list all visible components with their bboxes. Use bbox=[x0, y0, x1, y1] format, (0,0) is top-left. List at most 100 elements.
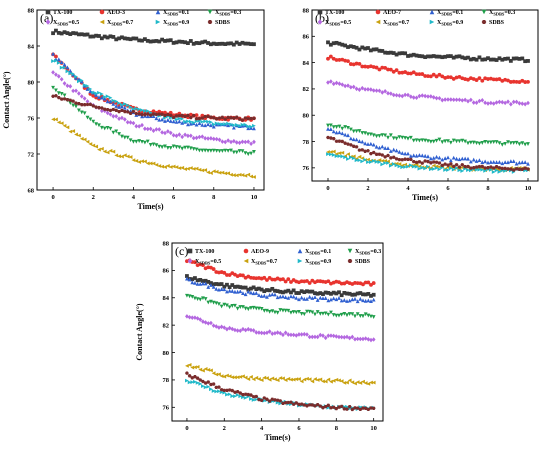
data-point bbox=[183, 119, 187, 124]
data-point bbox=[357, 154, 362, 159]
data-point bbox=[457, 139, 462, 144]
data-point bbox=[194, 135, 199, 141]
data-point bbox=[225, 373, 229, 378]
data-point bbox=[102, 107, 107, 111]
data-point bbox=[240, 139, 245, 145]
data-point bbox=[191, 113, 196, 118]
y-tick-label: 88 bbox=[163, 240, 170, 247]
data-point bbox=[460, 98, 465, 103]
data-point bbox=[157, 117, 162, 122]
data-point bbox=[331, 313, 336, 317]
data-point bbox=[140, 112, 144, 117]
data-point bbox=[343, 155, 348, 160]
data-point bbox=[371, 142, 376, 147]
data-point bbox=[281, 294, 285, 299]
data-point bbox=[391, 136, 396, 141]
data-point bbox=[62, 97, 67, 101]
data-point bbox=[211, 300, 216, 305]
data-point bbox=[334, 125, 339, 129]
data-point bbox=[54, 117, 58, 122]
data-point bbox=[197, 148, 202, 153]
data-point bbox=[231, 138, 236, 144]
data-point bbox=[214, 42, 219, 46]
data-point bbox=[351, 45, 356, 49]
data-point bbox=[246, 326, 251, 332]
data-point bbox=[227, 305, 232, 310]
data-point bbox=[154, 127, 159, 132]
data-point bbox=[391, 162, 396, 166]
data-point bbox=[154, 112, 159, 117]
data-point bbox=[200, 148, 205, 153]
data-point bbox=[443, 156, 448, 161]
data-point bbox=[323, 296, 328, 300]
data-point bbox=[360, 148, 365, 152]
data-point bbox=[203, 385, 208, 390]
data-point bbox=[466, 156, 470, 161]
data-point bbox=[511, 141, 516, 145]
data-point bbox=[506, 167, 510, 171]
data-point bbox=[420, 161, 425, 165]
data-point bbox=[134, 106, 139, 111]
data-point bbox=[209, 283, 213, 287]
data-point bbox=[168, 113, 173, 118]
data-point bbox=[243, 292, 248, 297]
data-point bbox=[114, 114, 119, 119]
data-point bbox=[265, 294, 269, 299]
data-point bbox=[431, 163, 436, 168]
data-point bbox=[198, 297, 203, 302]
data-point bbox=[494, 165, 499, 169]
data-point bbox=[380, 49, 385, 53]
data-point bbox=[369, 380, 373, 385]
data-point bbox=[94, 122, 99, 127]
data-point bbox=[217, 116, 222, 120]
data-point bbox=[209, 120, 213, 124]
x-tick-label: 4 bbox=[260, 425, 264, 432]
data-point bbox=[286, 308, 291, 313]
data-point bbox=[350, 312, 355, 317]
data-point bbox=[200, 119, 205, 124]
data-point bbox=[223, 171, 228, 176]
data-point bbox=[321, 311, 325, 316]
data-point bbox=[177, 166, 182, 171]
data-point bbox=[446, 163, 450, 167]
data-point bbox=[503, 141, 508, 146]
data-point bbox=[187, 374, 192, 378]
data-point bbox=[180, 146, 185, 151]
data-point bbox=[371, 281, 376, 285]
data-point bbox=[321, 296, 325, 301]
data-point bbox=[99, 92, 104, 96]
series-aeo-9 bbox=[185, 258, 376, 287]
data-point bbox=[235, 393, 240, 397]
legend-label: AEO-9 bbox=[251, 249, 269, 255]
data-point bbox=[254, 375, 259, 380]
data-point bbox=[291, 294, 296, 299]
legend-item: SDBS bbox=[347, 259, 371, 265]
data-point bbox=[386, 67, 390, 72]
data-point bbox=[231, 150, 236, 155]
data-point bbox=[111, 101, 116, 106]
series-xsdbs-0-1 bbox=[185, 276, 376, 304]
data-point bbox=[315, 298, 320, 302]
data-point bbox=[194, 147, 199, 152]
data-point bbox=[79, 103, 84, 107]
data-point bbox=[201, 379, 205, 384]
data-point bbox=[249, 290, 253, 295]
data-point bbox=[483, 166, 488, 170]
data-point bbox=[226, 138, 231, 143]
legend-item: XSDBS=0.1 bbox=[297, 248, 331, 256]
data-point bbox=[342, 311, 347, 316]
data-point bbox=[128, 105, 133, 110]
data-point bbox=[125, 135, 130, 140]
data-point bbox=[434, 160, 439, 164]
data-point bbox=[174, 145, 179, 149]
x-tick-label: 0 bbox=[185, 425, 188, 432]
legend-label: XSDBS=0.9 bbox=[437, 20, 463, 27]
data-point bbox=[340, 42, 345, 47]
data-point bbox=[371, 65, 376, 69]
data-point bbox=[76, 108, 81, 113]
data-point bbox=[281, 376, 285, 381]
data-point bbox=[165, 164, 170, 168]
data-point bbox=[354, 45, 359, 50]
data-point bbox=[463, 77, 468, 81]
data-point bbox=[68, 68, 73, 73]
